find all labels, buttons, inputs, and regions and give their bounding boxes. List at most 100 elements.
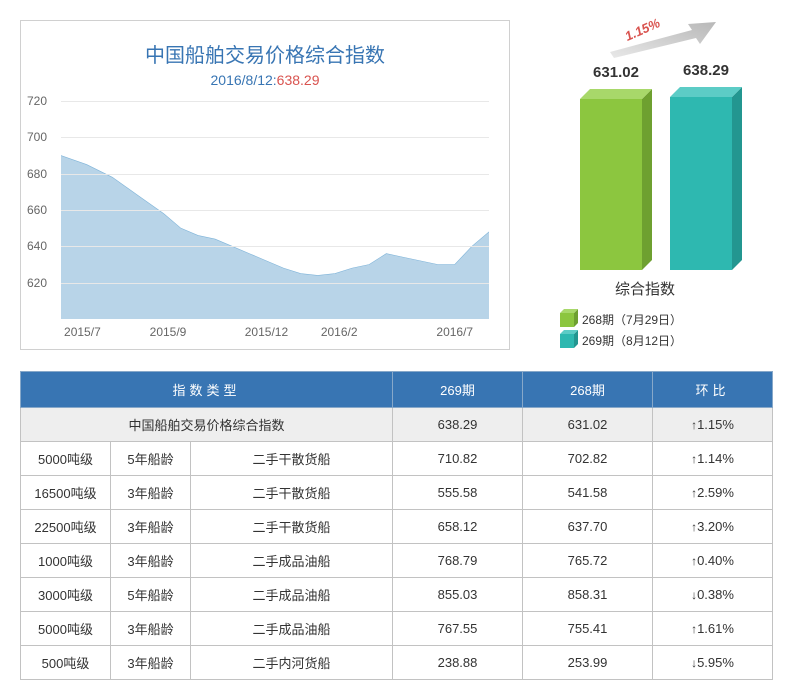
table-row: 5000吨级5年船龄二手干散货船710.82702.82↑1.14%	[21, 442, 773, 476]
cell-269: 710.82	[393, 442, 523, 476]
cell-change: ↑1.61%	[653, 612, 773, 646]
legend-text: 269期（8月12日）	[582, 332, 682, 349]
cell-268: 631.02	[523, 408, 653, 442]
cell-269: 638.29	[393, 408, 523, 442]
cell-age: 3年船龄	[111, 646, 191, 680]
line-chart-panel: 中国船舶交易价格综合指数 2016/8/12:638.29 6206406606…	[20, 20, 510, 350]
cell-shiptype: 二手成品油船	[191, 544, 393, 578]
cell-shiptype: 二手干散货船	[191, 510, 393, 544]
cell-268: 541.58	[523, 476, 653, 510]
index-table: 指数类型 269期 268期 环比 中国船舶交易价格综合指数638.29631.…	[20, 371, 773, 680]
cell-268: 253.99	[523, 646, 653, 680]
legend-text: 268期（7月29日）	[582, 311, 682, 328]
cell-269: 658.12	[393, 510, 523, 544]
cell-268: 765.72	[523, 544, 653, 578]
cell-change: ↓0.38%	[653, 578, 773, 612]
cell-268: 858.31	[523, 578, 653, 612]
table-row: 5000吨级3年船龄二手成品油船767.55755.41↑1.61%	[21, 612, 773, 646]
x-tick-label: 2015/7	[64, 325, 101, 339]
bar-value-label: 631.02	[593, 64, 639, 81]
cell-change: ↑1.14%	[653, 442, 773, 476]
cell-tonnage: 22500吨级	[21, 510, 111, 544]
cell-shiptype: 二手干散货船	[191, 442, 393, 476]
bar-axis-label: 综合指数	[520, 278, 770, 299]
legend-item: 269期（8月12日）	[560, 332, 770, 349]
table-row: 22500吨级3年船龄二手干散货船658.12637.70↑3.20%	[21, 510, 773, 544]
x-tick-label: 2015/12	[245, 325, 288, 339]
legend-item: 268期（7月29日）	[560, 311, 770, 328]
y-tick-label: 640	[27, 239, 47, 253]
grid-line	[61, 210, 489, 211]
cell-tonnage: 5000吨级	[21, 442, 111, 476]
cell-shiptype: 二手内河货船	[191, 646, 393, 680]
cell-tonnage: 16500吨级	[21, 476, 111, 510]
cell-tonnage: 3000吨级	[21, 578, 111, 612]
table-head: 指数类型 269期 268期 环比	[21, 372, 773, 408]
legend-cube-icon	[560, 313, 574, 327]
cell-tonnage: 5000吨级	[21, 612, 111, 646]
x-tick-label: 2015/9	[150, 325, 187, 339]
chart-plot-area: 6206406606807007202015/72015/92015/12201…	[61, 101, 489, 319]
up-arrow-icon: ↑	[691, 486, 697, 500]
grid-line	[61, 246, 489, 247]
cell-age: 3年船龄	[111, 544, 191, 578]
grid-line	[61, 101, 489, 102]
cell-age: 3年船龄	[111, 612, 191, 646]
cell-age: 5年船龄	[111, 578, 191, 612]
cell-change: ↑3.20%	[653, 510, 773, 544]
table-row: 1000吨级3年船龄二手成品油船768.79765.72↑0.40%	[21, 544, 773, 578]
table-body: 中国船舶交易价格综合指数638.29631.02↑1.15%5000吨级5年船龄…	[21, 408, 773, 680]
bar-panel: 1.15% 631.02638.29 综合指数 268期（7月29日）269期（…	[520, 20, 770, 353]
up-arrow-icon: ↑	[691, 452, 697, 466]
cell-268: 637.70	[523, 510, 653, 544]
down-arrow-icon: ↓	[691, 588, 697, 602]
y-tick-label: 620	[27, 276, 47, 290]
cell-269: 768.79	[393, 544, 523, 578]
th-type: 指数类型	[21, 372, 393, 408]
cell-age: 5年船龄	[111, 442, 191, 476]
cell-change: ↑2.59%	[653, 476, 773, 510]
cell-268: 702.82	[523, 442, 653, 476]
y-tick-label: 680	[27, 167, 47, 181]
table-row: 3000吨级5年船龄二手成品油船855.03858.31↓0.38%	[21, 578, 773, 612]
legend-cube-icon	[560, 334, 574, 348]
chart-subtitle-value: 638.29	[277, 72, 320, 88]
table-row: 16500吨级3年船龄二手干散货船555.58541.58↑2.59%	[21, 476, 773, 510]
cell-age: 3年船龄	[111, 510, 191, 544]
top-row: 中国船舶交易价格综合指数 2016/8/12:638.29 6206406606…	[20, 20, 773, 353]
cell-shiptype: 二手成品油船	[191, 578, 393, 612]
th-change: 环比	[653, 372, 773, 408]
cell-age: 3年船龄	[111, 476, 191, 510]
y-tick-label: 720	[27, 94, 47, 108]
cell-tonnage: 500吨级	[21, 646, 111, 680]
bar-legend: 268期（7月29日） 269期（8月12日）	[520, 311, 770, 349]
up-arrow-icon: ↑	[691, 418, 697, 432]
chart-subtitle-date: 2016/8/12:	[211, 72, 277, 88]
cell-shiptype: 二手成品油船	[191, 612, 393, 646]
th-268: 268期	[523, 372, 653, 408]
cell-shiptype: 二手干散货船	[191, 476, 393, 510]
bar-value-label: 638.29	[683, 62, 729, 79]
down-arrow-icon: ↓	[691, 656, 697, 670]
cell-change: ↑1.15%	[653, 408, 773, 442]
x-tick-label: 2016/2	[321, 325, 358, 339]
cell-269: 855.03	[393, 578, 523, 612]
cell-269: 238.88	[393, 646, 523, 680]
bar-stage: 631.02 638.29	[520, 40, 770, 270]
cell-269: 555.58	[393, 476, 523, 510]
up-arrow-icon: ↑	[691, 520, 697, 534]
cell-268: 755.41	[523, 612, 653, 646]
chart-title: 中国船舶交易价格综合指数	[21, 39, 509, 68]
grid-line	[61, 283, 489, 284]
up-arrow-icon: ↑	[691, 622, 697, 636]
th-269: 269期	[393, 372, 523, 408]
cell-269: 767.55	[393, 612, 523, 646]
up-arrow-icon: ↑	[691, 554, 697, 568]
table-row-summary: 中国船舶交易价格综合指数638.29631.02↑1.15%	[21, 408, 773, 442]
grid-line	[61, 137, 489, 138]
y-tick-label: 700	[27, 130, 47, 144]
y-tick-label: 660	[27, 203, 47, 217]
cell-tonnage: 1000吨级	[21, 544, 111, 578]
x-tick-label: 2016/7	[436, 325, 473, 339]
grid-line	[61, 174, 489, 175]
